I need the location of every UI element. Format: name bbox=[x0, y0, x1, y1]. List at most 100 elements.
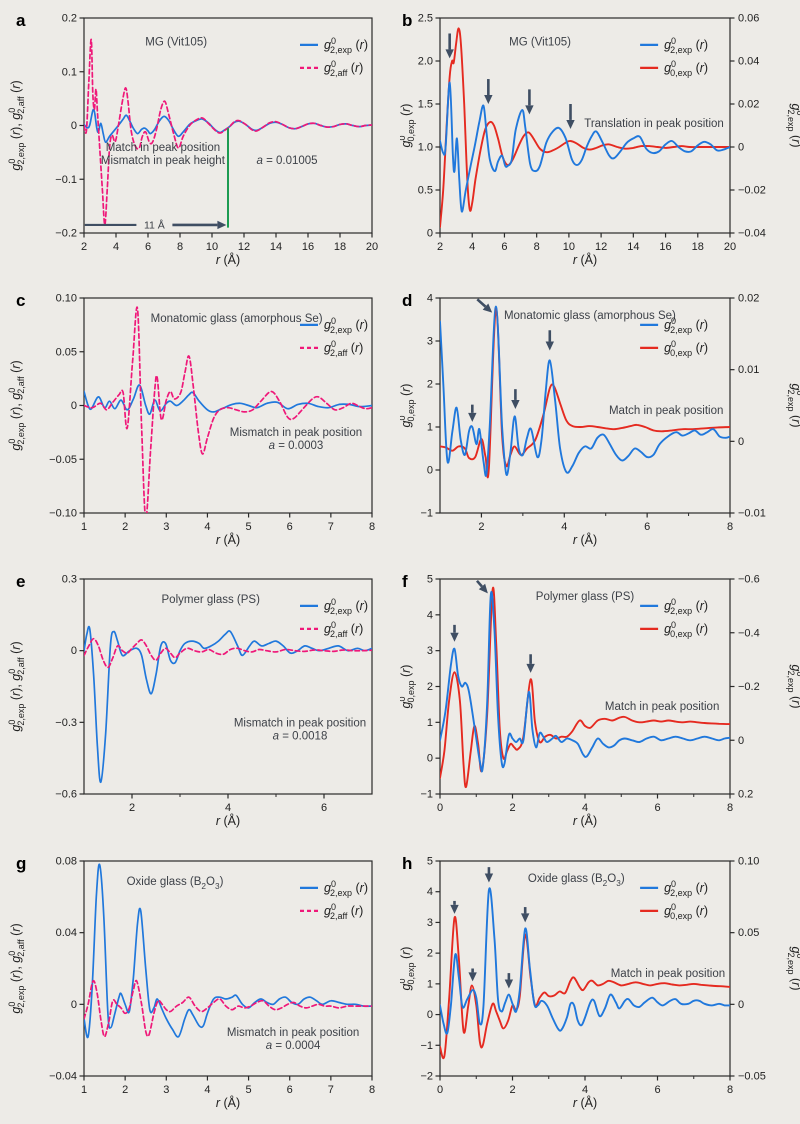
right-y-tick-label: 0.01 bbox=[738, 364, 759, 376]
y-tick-label: 1.5 bbox=[418, 99, 433, 111]
series-group bbox=[440, 586, 730, 789]
legend-entry: g0 2,exp (r) bbox=[300, 36, 368, 55]
x-tick-label: 2 bbox=[122, 1084, 128, 1096]
y-tick-label: 0 bbox=[71, 400, 77, 412]
annotation: Translation in peak position bbox=[584, 118, 724, 130]
annotation: a = 0.0018 bbox=[273, 731, 328, 743]
x-tick-label: 10 bbox=[206, 241, 218, 253]
y-tick-label: 0 bbox=[71, 999, 77, 1011]
peak-arrow-head bbox=[468, 412, 477, 422]
right-y-tick-label: 0 bbox=[738, 142, 744, 154]
y-axis-label-right: g02,exp (r) bbox=[786, 104, 800, 148]
x-tick-label: 4 bbox=[204, 521, 210, 533]
x-tick-label: 4 bbox=[113, 241, 119, 253]
x-axis-label: r (Å) bbox=[573, 813, 597, 828]
x-tick-label: 4 bbox=[225, 802, 231, 814]
x-tick-label: 8 bbox=[727, 802, 733, 814]
right-y-tick-label: 0.02 bbox=[738, 99, 759, 111]
right-y-tick-label: 0.10 bbox=[738, 856, 759, 868]
peak-arrow-shaft bbox=[475, 579, 483, 588]
right-y-tick-label: 0.2 bbox=[738, 789, 753, 801]
peak-arrow-head bbox=[445, 49, 454, 59]
series-g2-exp bbox=[440, 591, 730, 773]
series-g2-aff bbox=[84, 637, 372, 669]
x-tick-label: 8 bbox=[534, 241, 540, 253]
x-tick-label: 6 bbox=[145, 241, 151, 253]
y-tick-label: 5 bbox=[427, 856, 433, 868]
y-axis-label-left: g02,exp (r), g02,aff (r) bbox=[7, 80, 26, 170]
peak-arrow-head bbox=[545, 341, 554, 351]
panel-title: Monatomic glass (amorphous Se) bbox=[151, 313, 323, 325]
peak-arrow-head bbox=[478, 583, 488, 594]
series-group bbox=[440, 27, 730, 228]
annotation: a = 0.0004 bbox=[266, 1040, 321, 1052]
y-tick-label: −2 bbox=[420, 1071, 433, 1083]
panel-d: d 2 4 6 8 r (Å) 4 3 2 1 0 −1 g00,exp (r) 0.02 0.01 0 −0.… bbox=[400, 291, 800, 547]
x-tick-label: 3 bbox=[163, 521, 169, 533]
x-axis: 0 2 4 6 8 bbox=[437, 1076, 733, 1096]
y-axis-label-right: g02,exp (r) bbox=[786, 384, 800, 428]
annotation: Match in peak position bbox=[611, 968, 725, 980]
legend-label: g0 0,exp (r) bbox=[664, 339, 708, 358]
y-tick-label: −0.04 bbox=[49, 1071, 77, 1083]
panel-e: e 2 4 6 r (Å) 0.3 0 −0.3 −0.6 g02,exp (r), g02,af… bbox=[7, 572, 373, 828]
legend-entry: g0 0,exp (r) bbox=[640, 339, 708, 358]
x-tick-label: 4 bbox=[204, 1084, 210, 1096]
y-tick-label: −0.3 bbox=[55, 717, 77, 729]
panel-letter-c: c bbox=[16, 291, 25, 310]
panel-letter-e: e bbox=[16, 572, 25, 591]
peak-arrow-head bbox=[525, 105, 534, 115]
x-tick-label: 6 bbox=[321, 802, 327, 814]
panel-a: a 2 4 6 8 10 12 14 16 18 20 r (Å) 0.2 0.1 0 −0.1 −0.2 g02… bbox=[7, 11, 378, 267]
y-tick-label: 1.0 bbox=[418, 142, 433, 154]
plot-frame bbox=[439, 297, 731, 514]
legend-label: g0 2,exp (r) bbox=[664, 316, 708, 335]
y-tick-label: 0 bbox=[427, 1009, 433, 1021]
panel-c: c 1 2 3 4 5 6 7 8 r (Å) 0.10 0.05 0 −0.05 −0.10 g02,exp… bbox=[7, 291, 375, 547]
right-y-tick-label: 0.02 bbox=[738, 293, 759, 305]
x-tick-label: 0 bbox=[437, 802, 443, 814]
right-y-tick-label: −0.02 bbox=[738, 185, 766, 197]
x-tick-label: 14 bbox=[627, 241, 639, 253]
legend-label: g0 2,exp (r) bbox=[324, 597, 368, 616]
panel-letter-h: h bbox=[402, 854, 412, 873]
x-axis-label: r (Å) bbox=[216, 1095, 240, 1110]
y-axis-label-right: g02,exp (r) bbox=[786, 665, 800, 709]
annotation: Match in peak position bbox=[609, 405, 723, 417]
y-tick-label: 0.2 bbox=[62, 13, 77, 25]
y-axis-label-left: g00,exp (r) bbox=[400, 384, 416, 428]
x-tick-label: 18 bbox=[334, 241, 346, 253]
y-axis-left: 5 4 3 2 1 0 −1 bbox=[420, 574, 440, 801]
y-tick-label: 0 bbox=[427, 228, 433, 240]
peak-arrow-head bbox=[468, 972, 477, 982]
y-tick-label: 1 bbox=[427, 422, 433, 434]
y-axis-label-left: g02,exp (r), g02,aff (r) bbox=[7, 641, 26, 731]
legend-label: g0 2,aff (r) bbox=[324, 59, 363, 78]
legend-label: g0 2,aff (r) bbox=[324, 620, 363, 639]
legend: g0 2,exp (r) g0 0,exp (r) bbox=[640, 879, 708, 921]
legend-entry: g0 0,exp (r) bbox=[640, 59, 708, 78]
y-tick-label: −0.1 bbox=[55, 174, 77, 186]
x-tick-label: 12 bbox=[595, 241, 607, 253]
y-tick-label: 5 bbox=[427, 574, 433, 586]
x-tick-label: 6 bbox=[287, 1084, 293, 1096]
series-g2-aff bbox=[84, 38, 372, 226]
panel-letter-f: f bbox=[402, 572, 408, 591]
legend-label: g0 2,exp (r) bbox=[324, 36, 368, 55]
x-tick-label: 0 bbox=[437, 1084, 443, 1096]
legend-label: g0 2,exp (r) bbox=[664, 879, 708, 898]
x-tick-label: 4 bbox=[582, 802, 588, 814]
x-tick-label: 20 bbox=[724, 241, 736, 253]
legend-label: g0 2,exp (r) bbox=[324, 879, 368, 898]
y-axis-label-left: g02,exp (r), g02,aff (r) bbox=[7, 360, 26, 450]
x-axis: 2 4 6 bbox=[129, 794, 327, 814]
x-tick-label: 6 bbox=[654, 1084, 660, 1096]
x-axis: 2 4 6 8 10 12 14 16 18 20 bbox=[81, 233, 378, 253]
series-group bbox=[440, 305, 730, 479]
y-tick-label: 4 bbox=[427, 293, 433, 305]
x-tick-label: 2 bbox=[122, 521, 128, 533]
y-axis-left: 0.2 0.1 0 −0.1 −0.2 bbox=[55, 13, 84, 240]
y-tick-label: 0.04 bbox=[56, 927, 77, 939]
y-tick-label: 0.3 bbox=[62, 574, 77, 586]
series-g2-exp bbox=[440, 81, 730, 213]
